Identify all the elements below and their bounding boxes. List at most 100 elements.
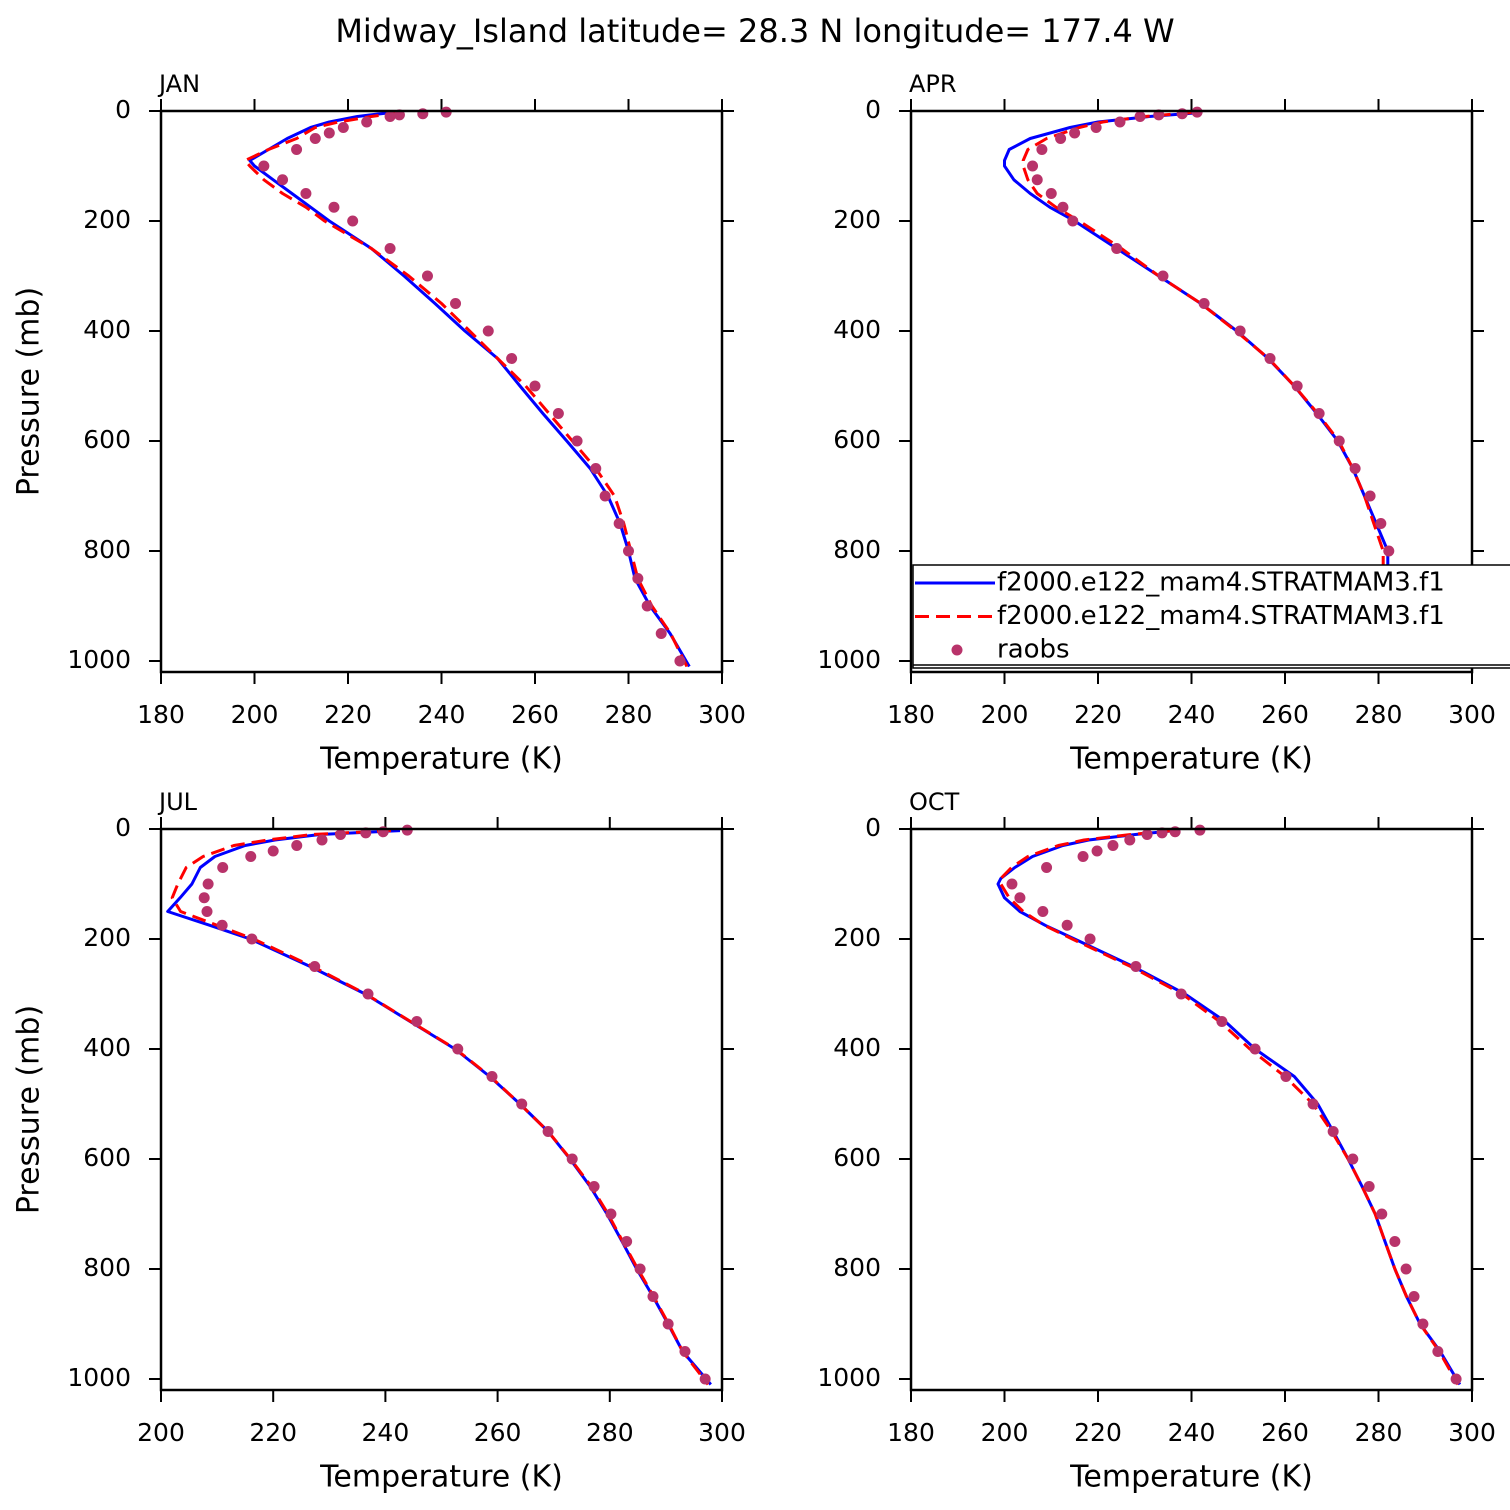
obs-point: [1291, 380, 1303, 392]
obs-point: [599, 490, 611, 502]
obs-point: [1069, 127, 1081, 139]
obs-point: [1216, 1016, 1228, 1027]
obs-point: [1067, 215, 1079, 227]
x-tick-label: 180: [887, 1418, 935, 1447]
legend-marker: [951, 644, 963, 656]
obs-point: [277, 174, 289, 186]
obs-point: [605, 1208, 617, 1220]
y-tick-label: 0: [115, 813, 131, 842]
y-tick-label: 1000: [67, 1363, 131, 1392]
y-tick-label: 1000: [67, 645, 131, 674]
x-tick-label: 200: [981, 1418, 1029, 1447]
obs-point: [1175, 988, 1187, 1000]
obs-point: [621, 1236, 633, 1247]
x-tick-label: 180: [137, 700, 185, 729]
obs-point: [450, 298, 462, 309]
y-tick-label: 800: [833, 535, 881, 564]
obs-point: [1031, 174, 1043, 186]
obs-point: [1157, 270, 1169, 282]
obs-point: [1450, 1373, 1462, 1385]
obs-point: [1347, 1153, 1359, 1165]
obs-point: [309, 133, 321, 144]
obs-point: [1134, 111, 1146, 122]
x-axis-title: Temperature (K): [319, 1460, 563, 1495]
obs-point: [1327, 1126, 1339, 1137]
obs-point: [337, 122, 349, 133]
x-tick-label: 280: [605, 700, 653, 729]
x-tick-label: 280: [1355, 700, 1403, 729]
profile-line: [999, 829, 1460, 1386]
plot-frame: [159, 827, 724, 1392]
obs-point: [1280, 1071, 1292, 1082]
y-tick-label: 0: [865, 95, 881, 124]
profile-line: [170, 829, 710, 1386]
obs-point: [309, 961, 321, 972]
obs-point: [362, 988, 374, 1000]
x-tick-label: 240: [362, 1418, 410, 1447]
obs-point: [516, 1098, 528, 1110]
obs-point: [1313, 408, 1325, 419]
y-tick-label: 800: [833, 1253, 881, 1282]
y-tick-label: 200: [83, 205, 131, 234]
obs-point: [1091, 845, 1103, 857]
x-tick-label: 220: [1074, 700, 1122, 729]
obs-point: [1061, 919, 1073, 931]
x-tick-label: 220: [1074, 1418, 1122, 1447]
x-axis-title: Temperature (K): [1069, 1460, 1313, 1495]
y-tick-label: 400: [83, 315, 131, 344]
obs-point: [1141, 829, 1153, 840]
y-tick-label: 600: [833, 425, 881, 454]
obs-point: [1364, 490, 1376, 502]
x-tick-label: 200: [231, 700, 279, 729]
y-tick-label: 0: [865, 813, 881, 842]
x-axis-title: Temperature (K): [319, 742, 563, 777]
obs-point: [1045, 188, 1057, 199]
obs-point: [1249, 1043, 1261, 1055]
profile-line: [1021, 111, 1436, 668]
obs-point: [1417, 1318, 1429, 1330]
obs-point: [421, 270, 433, 282]
obs-point: [1037, 906, 1049, 917]
obs-point: [552, 408, 564, 419]
obs-point: [542, 1126, 554, 1137]
obs-point: [245, 851, 257, 862]
x-axis-title: Temperature (K): [1069, 742, 1313, 777]
obs-point: [246, 933, 258, 945]
x-tick-label: 300: [698, 700, 746, 729]
obs-point: [1363, 1181, 1375, 1192]
y-tick-label: 400: [833, 315, 881, 344]
legend-label: f2000.e122_mam4.STRATMAM3.f1: [997, 568, 1445, 598]
obs-point: [1130, 961, 1142, 972]
obs-point: [335, 829, 347, 840]
obs-point: [411, 1016, 423, 1027]
obs-point: [202, 878, 214, 890]
obs-point: [384, 111, 396, 122]
panel-label: APR: [909, 70, 957, 98]
obs-point: [506, 353, 518, 364]
obs-point: [1084, 933, 1096, 945]
obs-point: [1198, 298, 1210, 309]
obs-point: [1055, 133, 1067, 144]
obs-point: [198, 892, 210, 904]
obs-point: [1036, 144, 1048, 155]
obs-point: [699, 1373, 711, 1385]
obs-point: [1400, 1263, 1412, 1275]
y-tick-label: 1000: [817, 1363, 881, 1392]
x-tick-label: 240: [1168, 700, 1216, 729]
x-tick-label: 240: [1168, 1418, 1216, 1447]
plot-frame: [159, 109, 724, 674]
obs-point: [1077, 851, 1089, 862]
x-tick-label: 240: [418, 700, 466, 729]
obs-point: [1014, 892, 1026, 904]
x-tick-label: 260: [1261, 700, 1309, 729]
x-tick-label: 300: [1448, 700, 1496, 729]
y-tick-label: 200: [833, 205, 881, 234]
obs-point: [328, 201, 340, 213]
obs-point: [452, 1043, 464, 1055]
obs-point: [216, 919, 228, 931]
x-tick-label: 200: [981, 700, 1029, 729]
x-tick-label: 200: [137, 1418, 185, 1447]
obs-point: [1006, 878, 1018, 890]
y-tick-label: 1000: [817, 645, 881, 674]
obs-point: [1057, 201, 1069, 213]
